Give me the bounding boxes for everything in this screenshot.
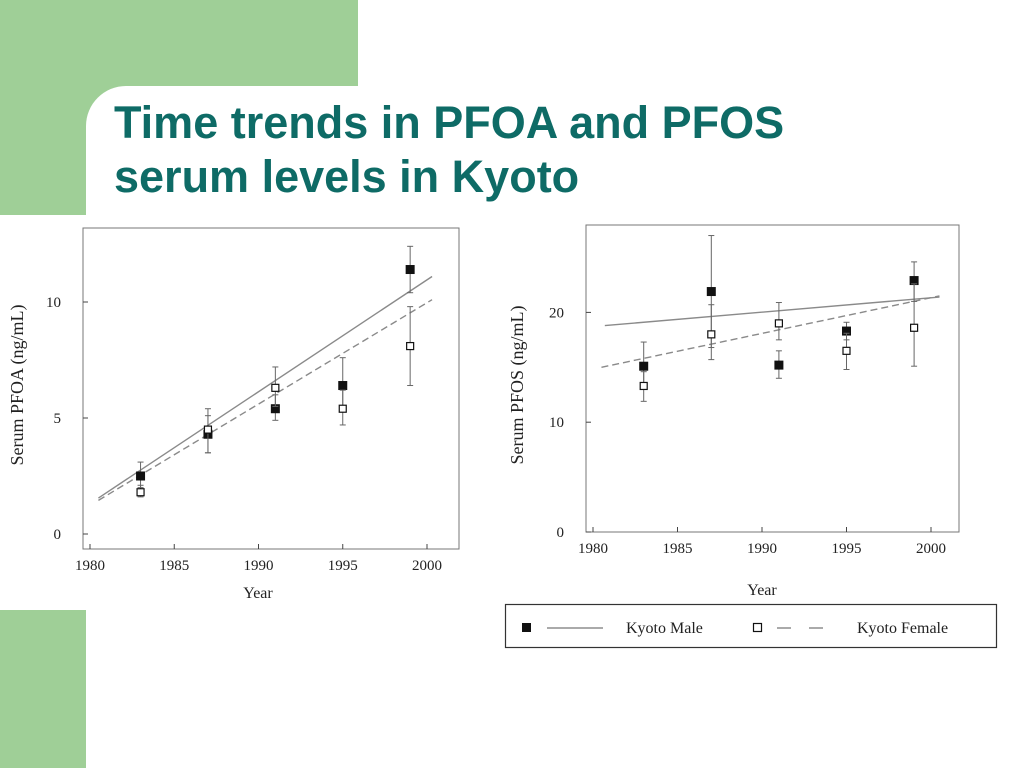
pfos-male-point bbox=[774, 360, 784, 370]
chart-backdrop bbox=[0, 215, 86, 610]
pfos-male-point bbox=[639, 361, 649, 371]
pfos-plot-frame bbox=[585, 224, 960, 533]
pfos-male-point bbox=[706, 287, 716, 297]
pfos-male-point bbox=[842, 326, 851, 336]
pfos-female-point bbox=[707, 330, 716, 339]
pfos-female-trend-line bbox=[601, 295, 940, 368]
pfos-x-tick-label: 1995 bbox=[832, 541, 862, 557]
pfos-y-tick-label: 10 bbox=[549, 415, 564, 431]
pfoa-male-point bbox=[136, 471, 146, 481]
pfos-female-point bbox=[842, 346, 851, 355]
pfos-x-tick-label: 2000 bbox=[916, 541, 946, 557]
pfos-female-point bbox=[639, 381, 648, 391]
pfoa-y-tick-label: 0 bbox=[54, 527, 62, 543]
slide-title: Time trends in PFOA and PFOS serum level… bbox=[114, 96, 994, 204]
pfos-x-tick-label: 1990 bbox=[747, 541, 777, 557]
pfos-y-tick-label: 0 bbox=[557, 525, 565, 541]
pfoa-x-tick-label: 1990 bbox=[244, 558, 274, 574]
pfoa-x-tick-label: 2000 bbox=[412, 558, 442, 574]
pfoa-y-axis-label: Serum PFOA (ng/mL) bbox=[7, 304, 28, 465]
pfos-x-tick-label: 1985 bbox=[663, 541, 693, 557]
legend-female-marker bbox=[752, 622, 763, 633]
pfos-y-tick-label: 20 bbox=[549, 305, 564, 321]
pfoa-female-trend-line bbox=[98, 299, 433, 501]
pfoa-male-trend-line bbox=[98, 275, 433, 499]
chart-legend: Kyoto Male Kyoto Female bbox=[504, 603, 998, 649]
pfoa-male-point bbox=[338, 381, 348, 391]
pfoa-chart: 1980 1985 1990 1995 2000 0 5 10 Year Serum PFOA… bbox=[7, 227, 460, 602]
legend-male-label: Kyoto Male bbox=[626, 620, 703, 637]
pfos-female-point bbox=[774, 319, 783, 328]
pfoa-female-point bbox=[338, 404, 347, 413]
pfoa-female-point bbox=[271, 383, 280, 392]
legend-male-marker bbox=[522, 623, 531, 632]
pfos-x-tick-label: 1980 bbox=[578, 541, 608, 557]
pfoa-male-point bbox=[405, 265, 415, 275]
pfoa-x-tick-label: 1980 bbox=[75, 558, 105, 574]
pfoa-y-tick-label: 10 bbox=[46, 295, 61, 311]
slide-title-line-2: serum levels in Kyoto bbox=[114, 151, 580, 202]
pfoa-male-point bbox=[270, 404, 280, 414]
pfoa-female-point bbox=[136, 488, 145, 497]
pfos-y-axis-label: Serum PFOS (ng/mL) bbox=[507, 305, 528, 464]
pfoa-female-point bbox=[406, 341, 415, 351]
slide-title-line-1: Time trends in PFOA and PFOS bbox=[114, 97, 785, 148]
pfoa-x-tick-label: 1985 bbox=[159, 558, 189, 574]
pfoa-y-tick-label: 5 bbox=[54, 411, 62, 427]
pfos-chart: 1980 1985 1990 1995 2000 0 10 20 Year Serum PFO… bbox=[507, 224, 960, 599]
pfoa-x-tick-label: 1995 bbox=[328, 558, 358, 574]
pfos-male-trend-line bbox=[604, 296, 940, 327]
pfoa-plot-frame bbox=[82, 227, 460, 550]
pfoa-female-point bbox=[203, 425, 213, 434]
pfos-male-point bbox=[909, 276, 919, 286]
pfos-x-axis-label: Year bbox=[747, 582, 777, 599]
pfoa-x-axis-label: Year bbox=[243, 585, 273, 602]
pfos-female-point bbox=[910, 323, 919, 332]
legend-female-label: Kyoto Female bbox=[857, 620, 948, 637]
